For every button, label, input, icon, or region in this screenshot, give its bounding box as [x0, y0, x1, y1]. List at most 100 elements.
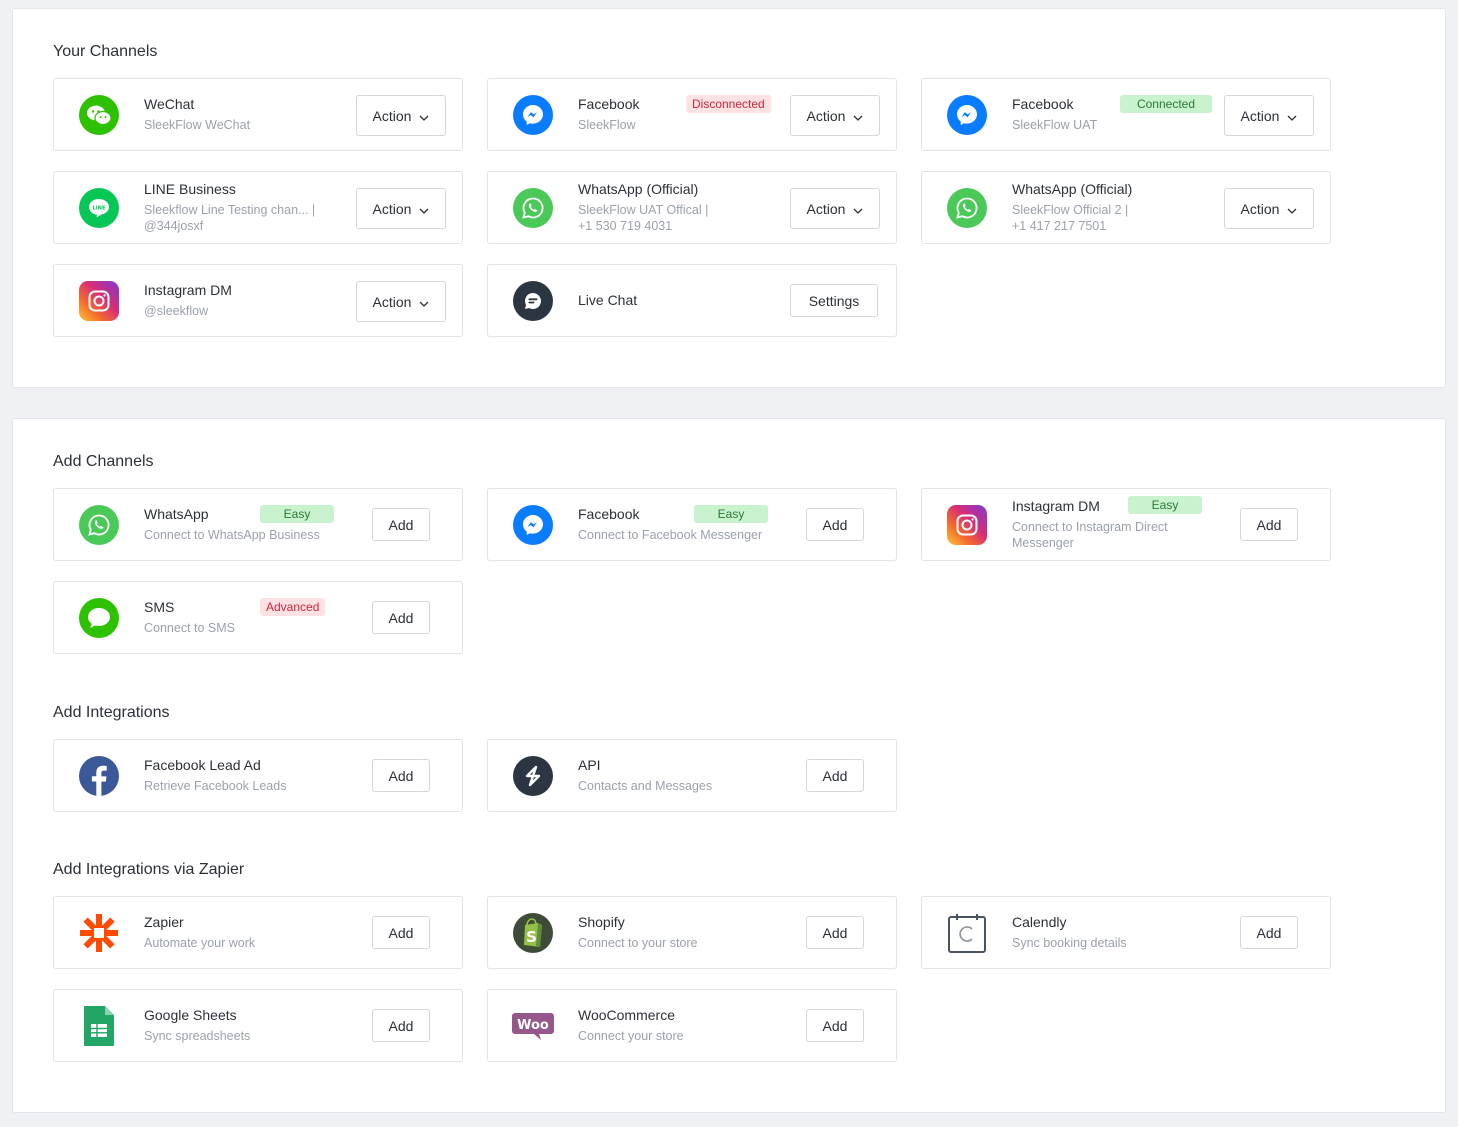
zapier-card-woocommerce: Woo WooCommerce Connect your store Add [487, 989, 897, 1062]
channel-card-facebook-connected: Facebook SleekFlow UAT Connected Action [921, 78, 1331, 151]
add-whatsapp-button[interactable]: Add [372, 508, 430, 541]
chevron-down-icon [419, 294, 429, 310]
facebook-icon [79, 756, 119, 796]
status-badge-disconnected: Disconnected [686, 95, 771, 113]
zapier-icon [79, 913, 119, 953]
add-google-sheets-button[interactable]: Add [372, 1009, 430, 1042]
integration-card-api: API Contacts and Messages Add [487, 739, 897, 812]
channel-handle: @344josxf [144, 219, 204, 233]
chevron-down-icon [853, 108, 863, 124]
chevron-down-icon [419, 108, 429, 124]
integration-description: Connect your store [578, 1029, 684, 1043]
channel-card-whatsapp-official-2: WhatsApp (Official) SleekFlow Official 2… [921, 171, 1331, 244]
difficulty-badge-easy: Easy [260, 505, 334, 523]
chevron-down-icon [1287, 201, 1297, 217]
add-facebook-button[interactable]: Add [806, 508, 864, 541]
action-dropdown-button[interactable]: Action [1224, 188, 1314, 229]
channel-description: Connect to Facebook Messenger [578, 528, 763, 542]
google-sheets-icon [79, 1006, 119, 1046]
channel-description: Connect to WhatsApp Business [144, 528, 320, 542]
integration-name: Calendly [1012, 914, 1067, 930]
action-dropdown-button[interactable]: Action [790, 188, 880, 229]
channel-card-instagram: Instagram DM @sleekflow Action [53, 264, 463, 337]
status-badge-connected: Connected [1120, 95, 1212, 113]
channel-name: Live Chat [578, 292, 638, 308]
action-label: Action [1240, 107, 1280, 124]
channel-name: Facebook [1012, 96, 1074, 112]
action-dropdown-button[interactable]: Action [356, 95, 446, 136]
action-dropdown-button[interactable]: Action [356, 281, 446, 322]
channel-name: WeChat [144, 96, 195, 112]
woocommerce-icon: Woo [511, 1006, 555, 1046]
zapier-card-zapier: Zapier Automate your work Add [53, 896, 463, 969]
chevron-down-icon [419, 201, 429, 217]
integration-name: Zapier [144, 914, 184, 930]
channel-name: WhatsApp [144, 506, 209, 522]
add-shopify-button[interactable]: Add [806, 916, 864, 949]
channel-name: Facebook [578, 506, 640, 522]
integration-description: Connect to your store [578, 936, 698, 950]
add-calendly-button[interactable]: Add [1240, 916, 1298, 949]
integration-description: Sync spreadsheets [144, 1029, 251, 1043]
add-zapier-title: Add Integrations via Zapier [53, 861, 245, 878]
action-dropdown-button[interactable]: Action [356, 188, 446, 229]
channel-description: SleekFlow UAT Offical | [578, 203, 709, 217]
channel-description-line2: Messenger [1012, 536, 1074, 550]
channel-name: SMS [144, 599, 175, 615]
add-channel-card-facebook: Facebook Connect to Facebook Messenger E… [487, 488, 897, 561]
action-label: Action [372, 107, 412, 124]
add-channel-card-whatsapp: WhatsApp Connect to WhatsApp Business Ea… [53, 488, 463, 561]
integration-description: Retrieve Facebook Leads [144, 779, 287, 793]
livechat-icon [513, 281, 553, 321]
add-woocommerce-button[interactable]: Add [806, 1009, 864, 1042]
action-label: Action [1240, 200, 1280, 217]
action-label: Action [806, 107, 846, 124]
add-channel-card-sms: SMS Connect to SMS Advanced Add [53, 581, 463, 654]
channel-description: @sleekflow [144, 304, 209, 318]
channel-description: SleekFlow Official 2 | [1012, 203, 1129, 217]
integration-name: API [578, 757, 601, 773]
action-dropdown-button[interactable]: Action [1224, 95, 1314, 136]
integration-name: Google Sheets [144, 1007, 237, 1023]
channel-name: Facebook [578, 96, 640, 112]
channel-phone: +1 530 719 4031 [578, 219, 673, 233]
settings-button[interactable]: Settings [790, 284, 878, 317]
svg-text:S: S [526, 928, 537, 946]
shopify-icon: S [513, 913, 553, 953]
integration-name: Facebook Lead Ad [144, 757, 261, 773]
channel-name: WhatsApp (Official) [578, 181, 699, 197]
integration-description: Contacts and Messages [578, 779, 713, 793]
add-facebook-lead-ad-button[interactable]: Add [372, 759, 430, 792]
wechat-icon [79, 95, 119, 135]
whatsapp-icon [79, 505, 119, 545]
channel-phone: +1 417 217 7501 [1012, 219, 1107, 233]
add-integrations-title: Add Integrations [53, 704, 170, 721]
instagram-icon [79, 281, 119, 321]
messenger-icon [513, 505, 553, 545]
integration-description: Automate your work [144, 936, 256, 950]
action-dropdown-button[interactable]: Action [790, 95, 880, 136]
channel-description: SleekFlow [578, 118, 636, 132]
integration-description: Sync booking details [1012, 936, 1127, 950]
add-zapier-button[interactable]: Add [372, 916, 430, 949]
whatsapp-icon [513, 188, 553, 228]
zapier-card-shopify: S Shopify Connect to your store Add [487, 896, 897, 969]
difficulty-badge-advanced: Advanced [260, 598, 326, 616]
add-sms-button[interactable]: Add [372, 601, 430, 634]
channel-description: SleekFlow UAT [1012, 118, 1098, 132]
add-channels-title: Add Channels [53, 453, 154, 470]
add-channels-panel: Add Channels WhatsApp Connect to WhatsAp… [12, 418, 1446, 1113]
channel-name: WhatsApp (Official) [1012, 181, 1133, 197]
sms-icon [79, 598, 119, 638]
add-channel-card-instagram: Instagram DM Connect to Instagram Direct… [921, 488, 1331, 561]
add-instagram-button[interactable]: Add [1240, 508, 1298, 541]
channel-name: Instagram DM [1012, 498, 1100, 514]
your-channels-panel: Your Channels WeChat SleekFlow WeChat Ac… [12, 8, 1446, 388]
line-icon: LINE [79, 188, 119, 228]
zapier-card-calendly: Calendly Sync booking details Add [921, 896, 1331, 969]
chevron-down-icon [1287, 108, 1297, 124]
add-api-button[interactable]: Add [806, 759, 864, 792]
whatsapp-icon [947, 188, 987, 228]
zapier-card-google-sheets: Google Sheets Sync spreadsheets Add [53, 989, 463, 1062]
instagram-icon [947, 505, 987, 545]
